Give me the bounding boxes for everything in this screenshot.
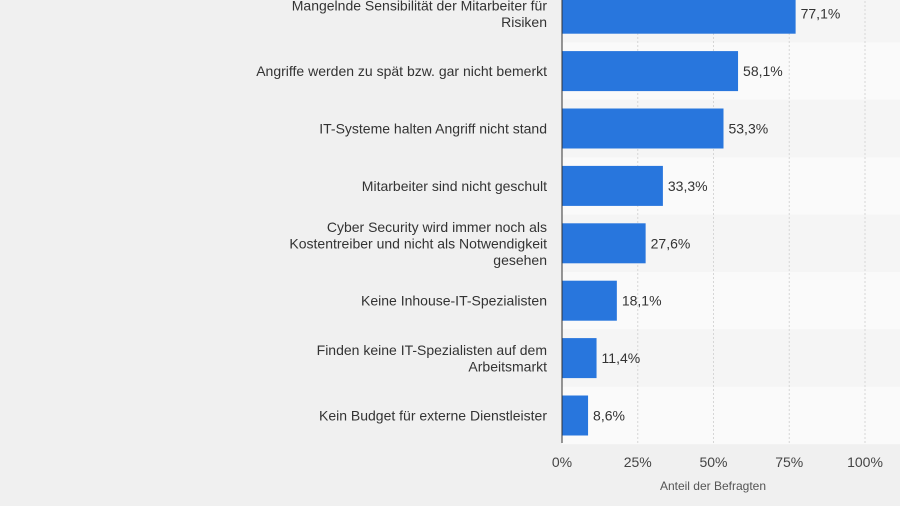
value-label: 58,1% (743, 63, 783, 79)
x-tick-label: 100% (847, 454, 883, 470)
category-label: Kein Budget für externe Dienstleister (319, 408, 547, 424)
category-label: Finden keine IT-Spezialisten auf dem Arbe… (317, 342, 547, 375)
bar (562, 165, 663, 206)
row-band (562, 386, 900, 445)
bar (562, 280, 617, 321)
category-label: Cyber Security wird immer noch als Kosten… (289, 219, 547, 268)
bar (562, 51, 739, 92)
value-label: 8,6% (593, 408, 625, 424)
value-label: 18,1% (622, 293, 662, 309)
category-label: Mangelnde Sensibilität der Mitarbeiter f… (292, 0, 548, 30)
x-tick-label: 75% (775, 454, 803, 470)
value-label: 33,3% (668, 178, 708, 194)
bar (562, 108, 724, 149)
x-axis-title: Anteil der Befragten (660, 479, 766, 493)
bar (562, 0, 796, 34)
x-tick-label: 25% (624, 454, 652, 470)
value-label: 77,1% (801, 6, 841, 22)
row-band (562, 329, 900, 387)
category-label: IT-Systeme halten Angriff nicht stand (319, 121, 547, 137)
category-label: Angriffe werden zu spät bzw. gar nicht b… (256, 63, 547, 79)
bar (562, 223, 646, 264)
row-band (562, 272, 900, 330)
bar (562, 395, 589, 436)
bar (562, 338, 597, 379)
value-label: 53,3% (728, 121, 768, 137)
value-label: 27,6% (651, 235, 691, 251)
x-tick-label: 0% (552, 454, 572, 470)
category-label: Keine Inhouse-IT-Spezialisten (361, 293, 547, 309)
value-label: 11,4% (602, 350, 641, 366)
category-label: Mitarbeiter sind nicht geschult (362, 178, 547, 194)
x-tick-label: 50% (699, 454, 727, 470)
